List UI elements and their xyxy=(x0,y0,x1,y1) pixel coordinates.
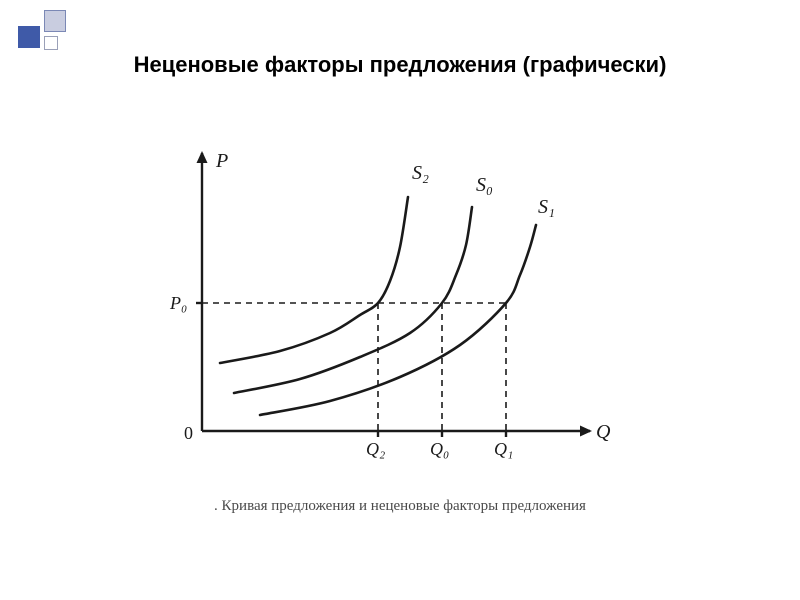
svg-text:Q: Q xyxy=(596,421,611,443)
svg-text:0: 0 xyxy=(184,423,193,443)
svg-text:S₀: S₀ xyxy=(476,174,493,196)
svg-text:S₂: S₂ xyxy=(412,162,429,184)
svg-text:Q₀: Q₀ xyxy=(430,439,449,459)
page-title: Неценовые факторы предложения (графическ… xyxy=(0,52,800,78)
chart-svg: P Q 0 P₀ Q₂ Q₀ Q₁ S₂ S₀ S₁ xyxy=(160,135,620,465)
deco-square xyxy=(18,26,40,48)
svg-text:Q₁: Q₁ xyxy=(494,439,513,459)
svg-text:P₀: P₀ xyxy=(169,293,187,313)
supply-shift-chart: P Q 0 P₀ Q₂ Q₀ Q₁ S₂ S₀ S₁ xyxy=(160,135,620,515)
svg-text:P: P xyxy=(215,150,228,172)
svg-text:Q₂: Q₂ xyxy=(366,439,385,459)
chart-caption: . Кривая предложения и неценовые факторы… xyxy=(0,498,800,515)
svg-text:S₁: S₁ xyxy=(538,196,555,218)
deco-square xyxy=(44,10,66,32)
deco-square xyxy=(44,36,58,50)
